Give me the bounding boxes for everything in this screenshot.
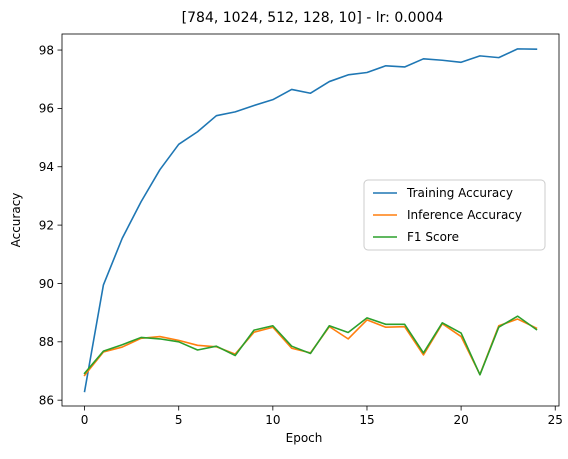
y-tick-label: 94 [39,160,54,174]
y-tick-label: 90 [39,277,54,291]
y-tick-label: 96 [39,102,54,116]
legend-label-training-accuracy: Training Accuracy [406,186,513,200]
y-tick-label: 92 [39,218,54,232]
x-axis-title: Epoch [286,431,323,445]
chart-title: [784, 1024, 512, 128, 10] - lr: 0.0004 [182,10,444,26]
legend-entry-inference-accuracy: Inference Accuracy [373,208,522,222]
legend-entry-f1-score: F1 Score [373,230,459,244]
plot-area: 0 5 10 15 20 25 86 88 90 92 94 96 98 [39,33,563,427]
y-tick-label: 98 [39,43,54,57]
series-line-training-accuracy [83,48,538,393]
x-tick-label: 20 [453,413,468,427]
x-tick-label: 25 [548,413,563,427]
legend-box [363,179,546,251]
series-line-f1-score [83,315,538,376]
legend-entry-training-accuracy: Training Accuracy [373,186,513,200]
y-tick-label: 88 [39,335,54,349]
axes-frame [61,33,560,407]
legend: Training Accuracy Inference Accuracy F1 … [363,179,546,251]
x-tick-label: 5 [175,413,183,427]
legend-label-f1-score: F1 Score [407,230,459,244]
y-tick-label: 86 [39,393,54,407]
x-tick-label: 0 [81,413,89,427]
y-axis-title: Accuracy [9,193,23,248]
x-tick-label: 15 [359,413,374,427]
x-tick-label: 10 [265,413,280,427]
legend-label-inference-accuracy: Inference Accuracy [407,208,522,222]
